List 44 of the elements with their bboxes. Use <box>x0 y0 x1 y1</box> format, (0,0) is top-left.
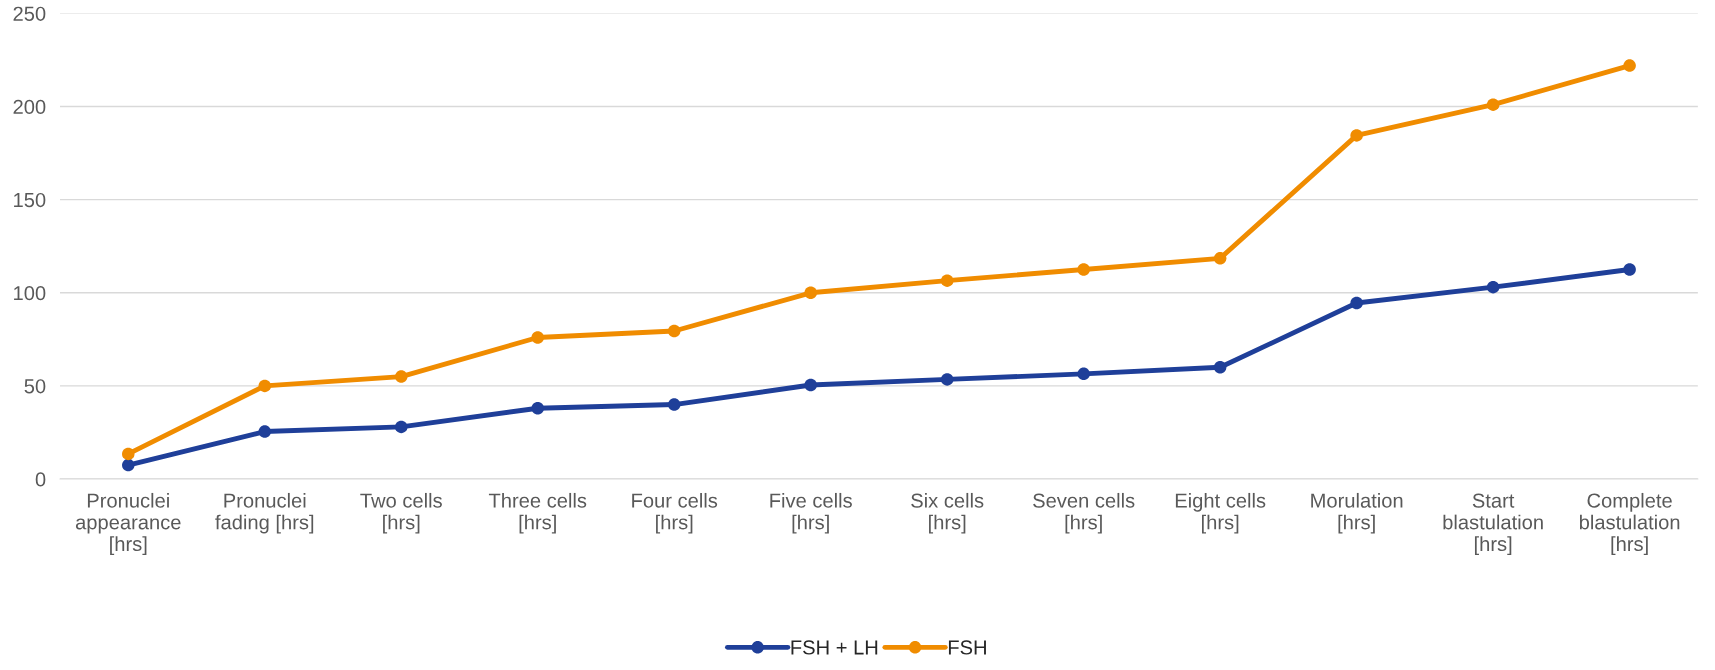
point <box>1623 59 1636 72</box>
point <box>1486 98 1500 111</box>
x-tick-label: Six cells [hrs] <box>911 492 984 534</box>
point <box>394 420 408 434</box>
point <box>394 370 408 383</box>
point <box>1077 367 1090 381</box>
y-tick-label: 50 <box>24 379 46 394</box>
y-tick-label: 100 <box>14 286 46 301</box>
x-tick-label: Pronuclei fading [hrs] <box>215 492 314 534</box>
point <box>940 274 954 287</box>
point <box>667 398 681 411</box>
y-tick-label: 150 <box>14 192 46 208</box>
x-tick-label: Start blastulation [hrs] <box>1443 493 1543 556</box>
x-tick-label: Seven cells [hrs] <box>1033 492 1135 534</box>
point <box>804 378 817 392</box>
point <box>258 425 271 438</box>
point <box>1486 280 1500 294</box>
x-tick-label: Complete blastulation [hrs] <box>1579 492 1680 556</box>
point <box>1350 296 1363 310</box>
x-tick-label: Five cells [hrs] <box>770 492 852 534</box>
point <box>531 331 544 344</box>
point <box>1350 129 1363 142</box>
point <box>122 447 135 461</box>
point <box>1213 252 1227 265</box>
point <box>1077 263 1090 276</box>
point <box>1623 263 1636 276</box>
point <box>531 402 544 415</box>
point <box>122 458 135 472</box>
y-tick-label: 250 <box>13 6 46 21</box>
point <box>258 379 271 393</box>
x-tick-label: Morulation [hrs] <box>1311 492 1403 534</box>
y-tick-label: 0 <box>35 472 46 487</box>
legend-label: FSH + LH <box>791 640 878 655</box>
x-tick-label: Eight cells [hrs] <box>1175 492 1266 534</box>
x-tick-label: Three cells [hrs] <box>488 492 587 534</box>
point <box>940 373 954 386</box>
x-tick-label: Pronuclei appearance [hrs] <box>75 492 181 556</box>
x-tick-label: Four cells [hrs] <box>632 492 718 534</box>
legend-label: FSH <box>948 640 986 655</box>
y-tick-label: 200 <box>13 99 46 115</box>
x-tick-label: Two cells [hrs] <box>360 492 442 534</box>
point <box>804 286 817 300</box>
point <box>667 324 681 338</box>
point <box>1213 361 1227 374</box>
